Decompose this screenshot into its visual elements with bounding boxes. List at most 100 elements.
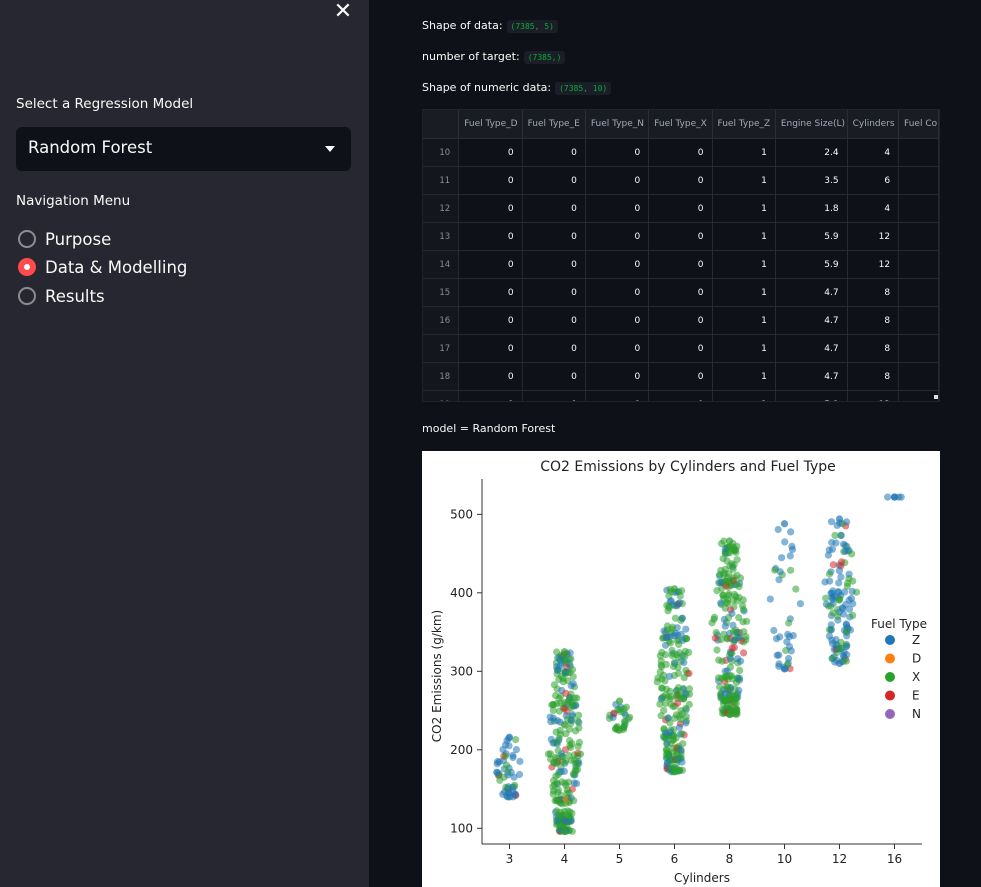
data-point (723, 634, 731, 642)
shape-label: Shape of data: (422, 19, 503, 32)
data-point (552, 728, 560, 736)
data-point (511, 781, 519, 789)
data-point (566, 668, 574, 677)
radio-button-icon[interactable] (18, 230, 36, 248)
data-point (725, 590, 733, 598)
data-point (669, 662, 678, 671)
legend-marker (885, 709, 895, 719)
table-cell (898, 194, 939, 223)
data-point (731, 636, 739, 644)
column-header[interactable]: Fuel Type_E (522, 110, 586, 139)
data-point-max (615, 697, 624, 705)
data-point (671, 614, 680, 622)
table-cell: 1 (712, 390, 776, 401)
data-point (718, 657, 726, 665)
table-cell: 0 (458, 306, 523, 335)
table-cell: 0 (458, 334, 523, 363)
data-point (827, 626, 835, 634)
chevron-down-icon[interactable] (325, 146, 335, 152)
table-cell (898, 222, 939, 251)
data-point (675, 669, 683, 677)
row-index: 19 (423, 390, 460, 401)
radio-button-icon[interactable] (18, 287, 36, 305)
model-select[interactable]: Random Forest (16, 127, 351, 171)
legend-label: Z (912, 633, 920, 647)
data-point (717, 694, 725, 702)
data-point (785, 633, 793, 641)
legend-label: X (912, 670, 920, 684)
row-index: 10 (423, 138, 460, 167)
data-point (717, 636, 725, 644)
table-cell: 0 (458, 278, 523, 307)
table-cell: 0 (648, 222, 713, 251)
nav-radio-data-modelling[interactable]: Data & Modelling (18, 255, 187, 279)
data-point (663, 601, 671, 609)
table-cell: 0 (585, 138, 650, 167)
data-point (677, 746, 685, 754)
data-point-max (780, 520, 789, 528)
data-point (832, 636, 840, 644)
data-point (566, 649, 574, 657)
table-row: 11 0 0 0 0 1 3.5 6 (423, 166, 939, 195)
data-point (713, 646, 721, 654)
x-tick-label: 12 (832, 852, 847, 866)
table-cell: 0 (648, 166, 713, 195)
column-header[interactable] (423, 110, 460, 139)
column-header[interactable]: Fuel Type_Z (712, 110, 776, 139)
data-point (736, 666, 744, 674)
data-point (678, 730, 686, 738)
column-header[interactable]: Cylinders (847, 110, 900, 139)
column-header[interactable]: Fuel Type_D (458, 110, 523, 139)
table-cell: 5.9 (775, 390, 848, 401)
data-point (732, 691, 741, 699)
data-point (680, 658, 688, 666)
data-point (724, 599, 732, 607)
table-cell: 0 (458, 362, 523, 391)
data-point (685, 685, 693, 693)
shape-value: (7385, 5) (506, 20, 558, 33)
data-point (792, 585, 800, 593)
column-header[interactable]: Engine Size(L) (775, 110, 848, 139)
table-row: 12 0 0 0 0 1 1.8 4 (423, 194, 939, 223)
data-point (549, 706, 557, 715)
table-cell: 3.5 (775, 166, 848, 195)
table-cell (898, 166, 939, 195)
data-point (681, 647, 689, 655)
data-point (848, 550, 856, 558)
table-cell (898, 334, 939, 363)
table-cell: 0 (522, 138, 586, 167)
table-cell: 0 (458, 138, 523, 167)
column-header[interactable]: Fuel Type_X (648, 110, 713, 139)
table-cell: 0 (648, 138, 713, 167)
table-cell: 0 (522, 306, 586, 335)
y-tick-label: 300 (450, 664, 473, 678)
data-point (660, 725, 668, 733)
data-point (842, 657, 850, 665)
close-sidebar-icon[interactable]: ✕ (333, 0, 353, 24)
resize-handle[interactable] (934, 395, 938, 399)
data-point-max (835, 515, 844, 523)
data-point (569, 680, 577, 688)
legend-title: Fuel Type (871, 617, 927, 631)
legend-marker (885, 672, 895, 682)
numeric-shape-text: Shape of numeric data: (7385, 10) (422, 81, 612, 95)
table-cell: 1 (712, 222, 776, 251)
table-cell: 0 (458, 194, 523, 223)
data-point (838, 558, 846, 566)
data-point (561, 779, 569, 787)
y-tick-label: 100 (450, 821, 473, 835)
data-point (615, 705, 623, 713)
data-point (667, 597, 675, 605)
radio-button-selected-icon[interactable] (18, 258, 36, 276)
nav-radio-purpose[interactable]: Purpose (18, 227, 111, 251)
column-header[interactable]: Fuel Type_N (585, 110, 650, 139)
nav-radio-results[interactable]: Results (18, 284, 105, 308)
table-cell: 4.7 (775, 306, 848, 335)
dataframe-table[interactable]: Fuel Type_D Fuel Type_E Fuel Type_N Fuel Ty… (422, 109, 940, 402)
data-point (678, 758, 686, 766)
column-header[interactable]: Fuel Co (898, 110, 939, 139)
data-point (727, 672, 736, 680)
table-cell: 1 (712, 194, 776, 223)
data-point (570, 779, 578, 787)
table-cell: 4.7 (775, 362, 848, 391)
